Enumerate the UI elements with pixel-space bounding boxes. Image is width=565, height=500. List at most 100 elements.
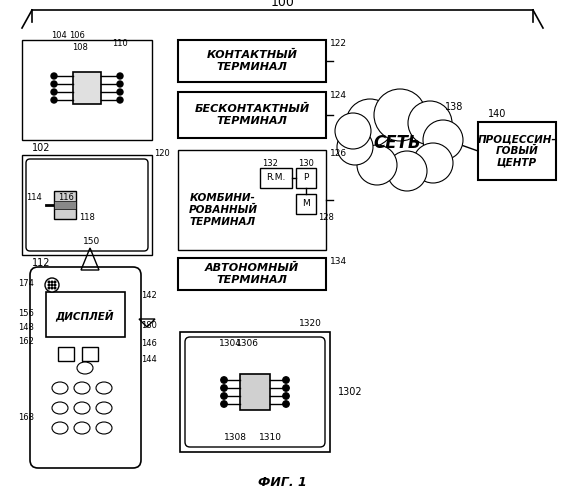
Ellipse shape (96, 402, 112, 414)
Ellipse shape (77, 362, 93, 374)
Bar (180, 332, 330, 452)
Bar (178, 40, 326, 82)
Text: 180: 180 (141, 320, 157, 330)
Circle shape (48, 281, 50, 283)
Text: 110: 110 (112, 40, 128, 48)
Text: 122: 122 (330, 40, 347, 48)
Circle shape (337, 129, 373, 165)
Circle shape (51, 81, 57, 87)
Bar (82, 347, 98, 361)
Text: 156: 156 (18, 308, 34, 318)
Text: 1310: 1310 (259, 434, 281, 442)
Text: 140: 140 (488, 109, 506, 119)
Text: 118: 118 (79, 212, 95, 222)
Text: 1302: 1302 (338, 387, 363, 397)
Text: 104: 104 (51, 30, 67, 40)
Ellipse shape (52, 382, 68, 394)
Circle shape (283, 393, 289, 399)
Text: 1306: 1306 (236, 340, 259, 348)
Ellipse shape (74, 382, 90, 394)
Circle shape (48, 284, 50, 286)
Text: 132: 132 (262, 160, 278, 168)
Circle shape (51, 287, 53, 289)
Text: БЕСКОНТАКТНЫЙ
ТЕРМИНАЛ: БЕСКОНТАКТНЫЙ ТЕРМИНАЛ (194, 104, 310, 126)
Circle shape (51, 284, 53, 286)
Text: КОНТАКТНЫЙ
ТЕРМИНАЛ: КОНТАКТНЫЙ ТЕРМИНАЛ (207, 50, 297, 72)
Ellipse shape (74, 402, 90, 414)
Text: 100: 100 (271, 0, 294, 10)
Text: P: P (303, 174, 308, 182)
Circle shape (117, 73, 123, 79)
Bar (73, 72, 101, 104)
Ellipse shape (52, 402, 68, 414)
Text: 106: 106 (69, 30, 85, 40)
Text: 1320: 1320 (298, 320, 321, 328)
Text: 150: 150 (84, 238, 101, 246)
Circle shape (51, 97, 57, 103)
Bar (58, 347, 74, 361)
Circle shape (374, 89, 426, 141)
Circle shape (387, 151, 427, 191)
Text: 148: 148 (18, 322, 34, 332)
Circle shape (117, 81, 123, 87)
Circle shape (408, 101, 452, 145)
Circle shape (221, 385, 227, 391)
Text: 108: 108 (72, 44, 88, 52)
Text: 134: 134 (330, 258, 347, 266)
Text: 128: 128 (318, 214, 334, 222)
Circle shape (117, 89, 123, 95)
Text: 146: 146 (141, 338, 157, 347)
Text: 138: 138 (445, 102, 463, 112)
Bar (178, 92, 326, 138)
Text: ДИСПЛЕЙ: ДИСПЛЕЙ (56, 309, 114, 321)
Text: 162: 162 (18, 336, 34, 345)
Text: 112: 112 (32, 258, 50, 268)
Text: 114: 114 (26, 192, 42, 202)
Circle shape (221, 393, 227, 399)
Text: 126: 126 (330, 150, 347, 158)
Circle shape (45, 278, 59, 292)
Circle shape (283, 401, 289, 407)
FancyBboxPatch shape (30, 267, 141, 468)
Bar (22, 40, 152, 140)
Text: СЕТЬ: СЕТЬ (373, 134, 421, 152)
Text: КОМБИНИ-
РОВАННЫЙ
ТЕРМИНАЛ: КОМБИНИ- РОВАННЫЙ ТЕРМИНАЛ (189, 194, 258, 226)
Circle shape (423, 120, 463, 160)
Circle shape (48, 287, 50, 289)
Ellipse shape (52, 422, 68, 434)
Bar (178, 150, 326, 250)
Bar (46, 292, 125, 337)
Ellipse shape (96, 422, 112, 434)
Text: 102: 102 (32, 143, 50, 153)
Text: 1304: 1304 (219, 340, 241, 348)
Circle shape (117, 97, 123, 103)
Ellipse shape (96, 382, 112, 394)
Circle shape (51, 73, 57, 79)
Circle shape (51, 281, 53, 283)
Text: ПРОЦЕССИН-
ГОВЫЙ
ЦЕНТР: ПРОЦЕССИН- ГОВЫЙ ЦЕНТР (477, 134, 557, 168)
Text: АВТОНОМНЫЙ
ТЕРМИНАЛ: АВТОНОМНЫЙ ТЕРМИНАЛ (205, 263, 299, 285)
Bar (22, 155, 152, 255)
Bar (54, 201, 76, 209)
Circle shape (54, 284, 56, 286)
Text: 1308: 1308 (224, 434, 246, 442)
Text: 174: 174 (18, 278, 34, 287)
Circle shape (335, 113, 371, 149)
Text: R.M.: R.M. (266, 174, 286, 182)
Ellipse shape (74, 422, 90, 434)
Circle shape (51, 89, 57, 95)
Text: ФИГ. 1: ФИГ. 1 (258, 476, 306, 488)
Text: 144: 144 (141, 354, 157, 364)
Bar (478, 122, 556, 180)
Bar (296, 194, 316, 214)
Circle shape (357, 145, 397, 185)
Text: 124: 124 (330, 92, 347, 100)
Text: M: M (302, 200, 310, 208)
Circle shape (54, 281, 56, 283)
Text: 130: 130 (298, 160, 314, 168)
Text: 168: 168 (18, 414, 34, 422)
Circle shape (413, 143, 453, 183)
Circle shape (283, 385, 289, 391)
Bar (296, 168, 316, 188)
Circle shape (221, 377, 227, 383)
